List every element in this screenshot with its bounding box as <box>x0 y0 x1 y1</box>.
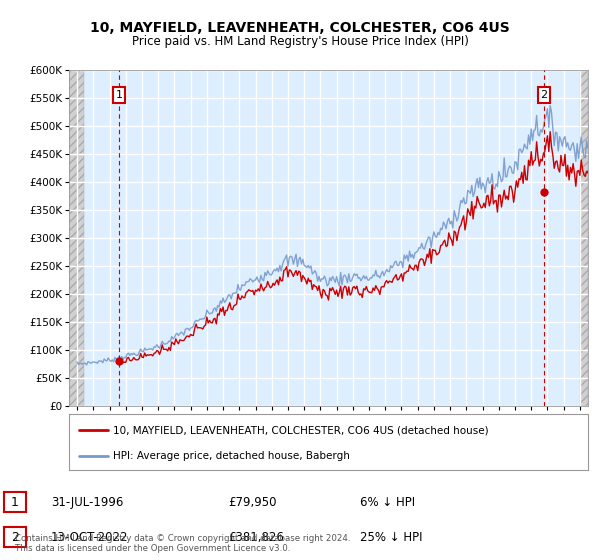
Text: 1: 1 <box>11 496 19 509</box>
Text: 25% ↓ HPI: 25% ↓ HPI <box>360 530 422 544</box>
Text: 1: 1 <box>115 90 122 100</box>
Text: £79,950: £79,950 <box>228 496 277 509</box>
Text: 13-OCT-2022: 13-OCT-2022 <box>51 530 128 544</box>
Text: Price paid vs. HM Land Registry's House Price Index (HPI): Price paid vs. HM Land Registry's House … <box>131 35 469 48</box>
Text: £381,826: £381,826 <box>228 530 284 544</box>
Text: Contains HM Land Registry data © Crown copyright and database right 2024.
This d: Contains HM Land Registry data © Crown c… <box>15 534 350 553</box>
Bar <box>69 70 85 406</box>
Bar <box>580 70 588 406</box>
Text: 10, MAYFIELD, LEAVENHEATH, COLCHESTER, CO6 4US: 10, MAYFIELD, LEAVENHEATH, COLCHESTER, C… <box>90 21 510 35</box>
Text: 2: 2 <box>11 530 19 544</box>
Text: HPI: Average price, detached house, Babergh: HPI: Average price, detached house, Babe… <box>113 451 350 461</box>
Text: 31-JUL-1996: 31-JUL-1996 <box>51 496 124 509</box>
Text: 2: 2 <box>541 90 547 100</box>
Text: 6% ↓ HPI: 6% ↓ HPI <box>360 496 415 509</box>
Text: 10, MAYFIELD, LEAVENHEATH, COLCHESTER, CO6 4US (detached house): 10, MAYFIELD, LEAVENHEATH, COLCHESTER, C… <box>113 425 489 435</box>
